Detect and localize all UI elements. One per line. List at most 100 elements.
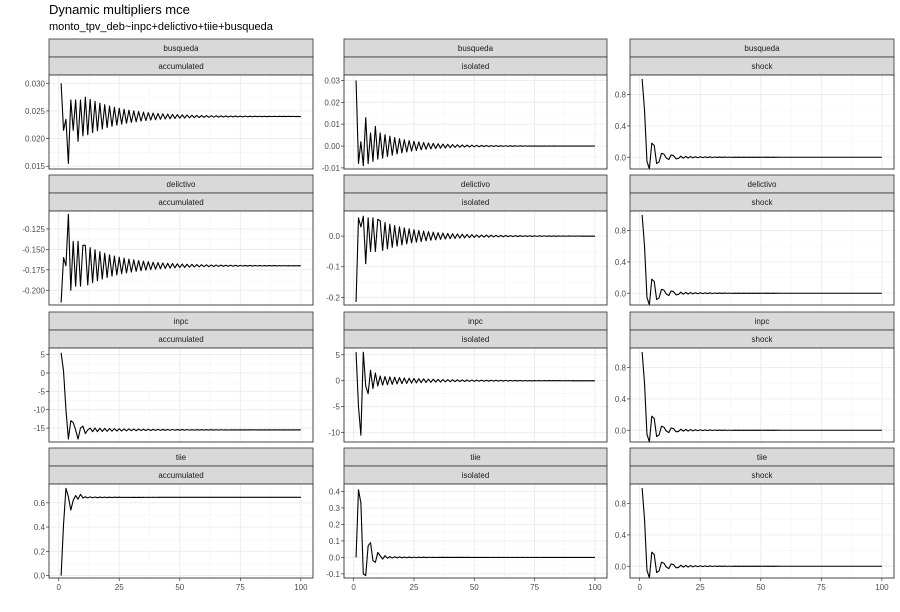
y-tick-label: 5 bbox=[336, 351, 341, 360]
strip-label-row: busqueda bbox=[163, 44, 199, 53]
y-tick-label: 0.0 bbox=[615, 426, 627, 435]
x-tick-label: 75 bbox=[236, 583, 245, 592]
y-tick-label: 0.4 bbox=[329, 487, 341, 496]
chart-subtitle: monto_tpv_deb~inpc+delictivo+tiie+busque… bbox=[49, 21, 273, 33]
x-tick-label: 100 bbox=[875, 583, 889, 592]
y-tick-label: -0.150 bbox=[22, 245, 45, 254]
y-tick-label: 5 bbox=[41, 351, 46, 360]
y-tick-label: 0.015 bbox=[25, 162, 46, 171]
strip-label-row: tiie bbox=[470, 453, 481, 462]
strip-label-col: isolated bbox=[462, 198, 490, 207]
panel-tiie-isolated: tiie isolated -0.1 0.0 0.1 0.2 0.3 0.4 0 25 50 75 10… bbox=[326, 447, 608, 592]
y-tick-label: 0.1 bbox=[329, 537, 341, 546]
strip-label-col: accumulated bbox=[158, 335, 203, 344]
y-tick-label: -0.1 bbox=[326, 263, 340, 272]
panel-tiie-shock: tiie shock 0.0 0.4 0.8 0 25 50 75 100 bbox=[615, 447, 895, 592]
y-tick-label: 0.03 bbox=[324, 76, 340, 85]
panel-border bbox=[629, 347, 895, 443]
x-tick-label: 75 bbox=[530, 583, 539, 592]
x-tick-label: 100 bbox=[294, 583, 308, 592]
panel-border bbox=[343, 74, 608, 170]
strip-label-col: accumulated bbox=[158, 471, 203, 480]
series-line-delictivo-shock bbox=[641, 214, 882, 306]
y-tick-label: 0.0 bbox=[329, 553, 341, 562]
y-tick-label: 0.8 bbox=[615, 364, 627, 373]
panel-busqueda-isolated: busqueda isolated -0.01 0.00 0.01 0.02 0.03 bbox=[322, 38, 608, 173]
y-tick-label: 0.0 bbox=[615, 562, 627, 571]
series-line-delictivo-isolated bbox=[355, 215, 595, 302]
strip-label-col: isolated bbox=[462, 62, 490, 71]
x-tick-label: 50 bbox=[175, 583, 184, 592]
strip-label-col: shock bbox=[752, 198, 774, 207]
y-tick-label: -0.175 bbox=[22, 266, 45, 275]
series-line-inpc-isolated bbox=[355, 351, 595, 436]
y-tick-label: -0.125 bbox=[22, 225, 45, 234]
panel-border bbox=[343, 347, 608, 443]
strip-label-col: isolated bbox=[462, 335, 490, 344]
x-tick-label: 50 bbox=[470, 583, 479, 592]
panel-busqueda-shock: busqueda shock 0.0 0.4 0.8 bbox=[615, 38, 895, 170]
panel-background bbox=[344, 211, 607, 305]
x-tick-label: 75 bbox=[817, 583, 826, 592]
y-tick-label: 0.0 bbox=[615, 289, 627, 298]
y-tick-label: 0 bbox=[41, 369, 46, 378]
series-line-tiie-isolated bbox=[355, 489, 595, 577]
strip-label-row: inpc bbox=[468, 317, 483, 326]
panel-tiie-accumulated: tiie accumulated 0.0 0.2 0.4 0.6 0 25 50 75 100 bbox=[34, 447, 314, 592]
panel-border bbox=[343, 483, 608, 579]
panel-inpc-accumulated: inpc accumulated -15 -10 -5 0 5 bbox=[33, 311, 314, 443]
panel-border bbox=[629, 210, 895, 306]
panel-background bbox=[344, 484, 607, 578]
panel-background bbox=[630, 75, 894, 169]
y-tick-label: 0.0 bbox=[34, 572, 46, 581]
panel-delictivo-accumulated: delictivo accumulated -0.200 -0.175 -0.150 -0… bbox=[22, 174, 314, 306]
y-tick-label: 0.8 bbox=[615, 227, 627, 236]
strip-label-row: busqueda bbox=[458, 44, 494, 53]
x-tick-label: 0 bbox=[637, 583, 642, 592]
y-tick-label: -5 bbox=[333, 403, 341, 412]
y-tick-label: -10 bbox=[33, 406, 45, 415]
y-tick-label: 0.4 bbox=[615, 122, 627, 131]
panel-border bbox=[629, 483, 895, 579]
y-tick-label: 0.4 bbox=[615, 258, 627, 267]
series-line-tiie-accumulated bbox=[60, 487, 301, 576]
strip-label-row: inpc bbox=[755, 317, 770, 326]
y-tick-label: -5 bbox=[38, 387, 46, 396]
y-tick-label: 0.4 bbox=[615, 395, 627, 404]
panel-delictivo-shock: delictivo shock 0.0 0.4 0.8 bbox=[615, 174, 895, 306]
y-tick-label: 0 bbox=[336, 377, 341, 386]
panel-busqueda-accumulated: busqueda accumulated 0.015 0.020 0.025 0.030 bbox=[25, 38, 314, 171]
x-tick-label: 25 bbox=[410, 583, 419, 592]
panel-border bbox=[48, 74, 314, 170]
y-tick-label: 0.02 bbox=[324, 98, 340, 107]
y-tick-label: 0.020 bbox=[25, 135, 46, 144]
x-tick-label: 100 bbox=[588, 583, 602, 592]
panel-border bbox=[343, 210, 608, 306]
y-tick-label: 0.4 bbox=[34, 523, 46, 532]
strip-label-col: shock bbox=[752, 471, 774, 480]
y-tick-label: 0.8 bbox=[615, 91, 627, 100]
panel-background bbox=[630, 348, 894, 442]
x-tick-label: 25 bbox=[115, 583, 124, 592]
y-tick-label: 0.030 bbox=[25, 79, 46, 88]
y-tick-label: 0.2 bbox=[34, 547, 46, 556]
panel-inpc-isolated: inpc isolated -10 -5 0 5 bbox=[328, 311, 608, 443]
panel-border bbox=[48, 347, 314, 443]
y-tick-label: 0.3 bbox=[329, 504, 341, 513]
panel-background bbox=[344, 348, 607, 442]
y-tick-label: -0.200 bbox=[22, 286, 45, 295]
panel-border bbox=[48, 210, 314, 306]
y-tick-label: 0.0 bbox=[615, 153, 627, 162]
x-tick-label: 0 bbox=[351, 583, 356, 592]
panel-background bbox=[630, 484, 894, 578]
y-tick-label: -10 bbox=[328, 429, 340, 438]
x-tick-label: 0 bbox=[56, 583, 61, 592]
series-line-inpc-accumulated bbox=[60, 352, 301, 440]
x-tick-label: 50 bbox=[756, 583, 765, 592]
panel-border bbox=[629, 74, 895, 170]
series-line-inpc-shock bbox=[641, 351, 882, 443]
series-line-delictivo-accumulated bbox=[60, 213, 301, 303]
strip-label-row: tiie bbox=[757, 453, 768, 462]
strip-label-col: accumulated bbox=[158, 198, 203, 207]
